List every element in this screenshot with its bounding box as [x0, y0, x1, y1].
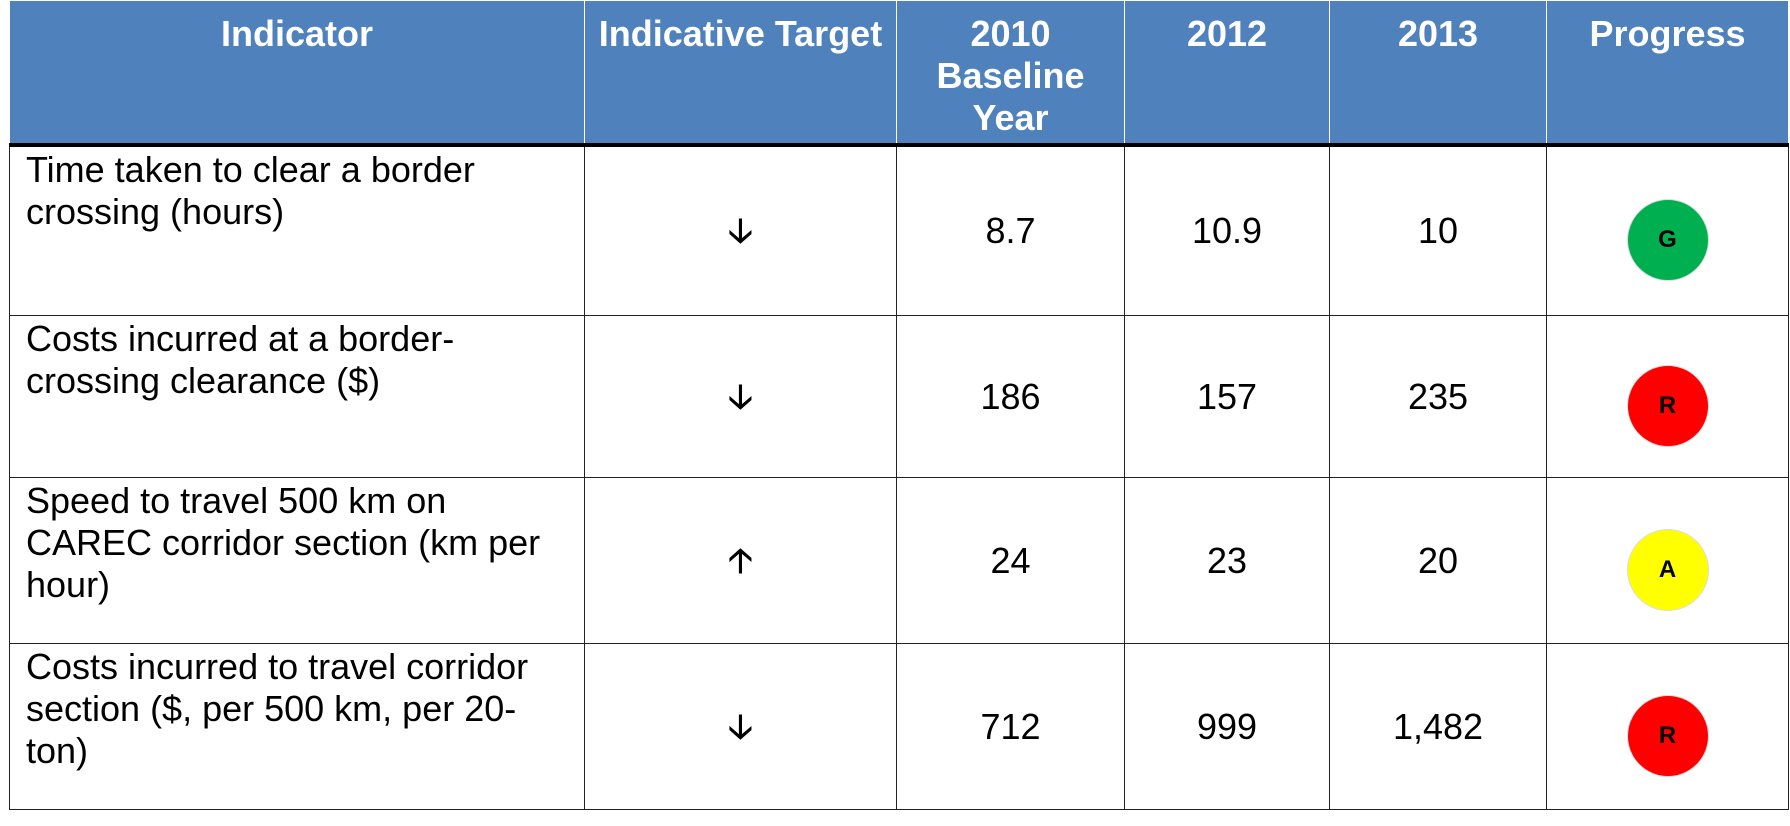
header-cell: 2012 — [1124, 0, 1330, 147]
header-cell: 2010 Baseline Year — [896, 0, 1125, 147]
indicator-cell: Costs incurred to travel corridor sectio… — [9, 643, 585, 810]
header-cell: Progress — [1546, 0, 1789, 147]
target-arrow: 🡣 — [584, 643, 897, 810]
value-cell: 1,482 — [1329, 643, 1547, 810]
value-cell: 712 — [896, 643, 1125, 810]
indicator-cell: Costs incurred at a border-crossing clea… — [9, 315, 585, 478]
table-row: Costs incurred to travel corridor sectio… — [9, 643, 1789, 810]
value-cell: 235 — [1329, 315, 1547, 478]
progress-dot: A — [1626, 528, 1709, 611]
progress-cell: A — [1546, 477, 1789, 644]
target-arrow: 🡡 — [584, 477, 897, 644]
target-arrow: 🡣 — [584, 144, 897, 316]
value-cell: 23 — [1124, 477, 1330, 644]
progress-cell: R — [1546, 643, 1789, 810]
value-cell: 10 — [1329, 144, 1547, 316]
progress-dot: R — [1626, 364, 1709, 447]
header-cell: Indicative Target — [584, 0, 897, 147]
value-cell: 999 — [1124, 643, 1330, 810]
table-row: Costs incurred at a border-crossing clea… — [9, 315, 1789, 478]
header-cell: Indicator — [9, 0, 585, 147]
table-row: Speed to travel 500 km on CAREC corridor… — [9, 477, 1789, 644]
progress-dot: G — [1626, 198, 1709, 281]
indicator-table: Indicator Indicative Target 2010 Baseline … — [9, 0, 1789, 810]
target-arrow: 🡣 — [584, 315, 897, 478]
value-cell: 10.9 — [1124, 144, 1330, 316]
table-row: Time taken to clear a border crossing (h… — [9, 144, 1789, 316]
value-cell: 24 — [896, 477, 1125, 644]
header-row: Indicator Indicative Target 2010 Baseline … — [9, 0, 1789, 147]
value-cell: 8.7 — [896, 144, 1125, 316]
value-cell: 157 — [1124, 315, 1330, 478]
progress-dot: R — [1626, 694, 1709, 777]
indicator-cell: Speed to travel 500 km on CAREC corridor… — [9, 477, 585, 644]
progress-cell: G — [1546, 144, 1789, 316]
table-body: Time taken to clear a border crossing (h… — [9, 144, 1789, 810]
value-cell: 20 — [1329, 477, 1547, 644]
progress-cell: R — [1546, 315, 1789, 478]
indicator-cell: Time taken to clear a border crossing (h… — [9, 144, 585, 316]
value-cell: 186 — [896, 315, 1125, 478]
header-cell: 2013 — [1329, 0, 1547, 147]
